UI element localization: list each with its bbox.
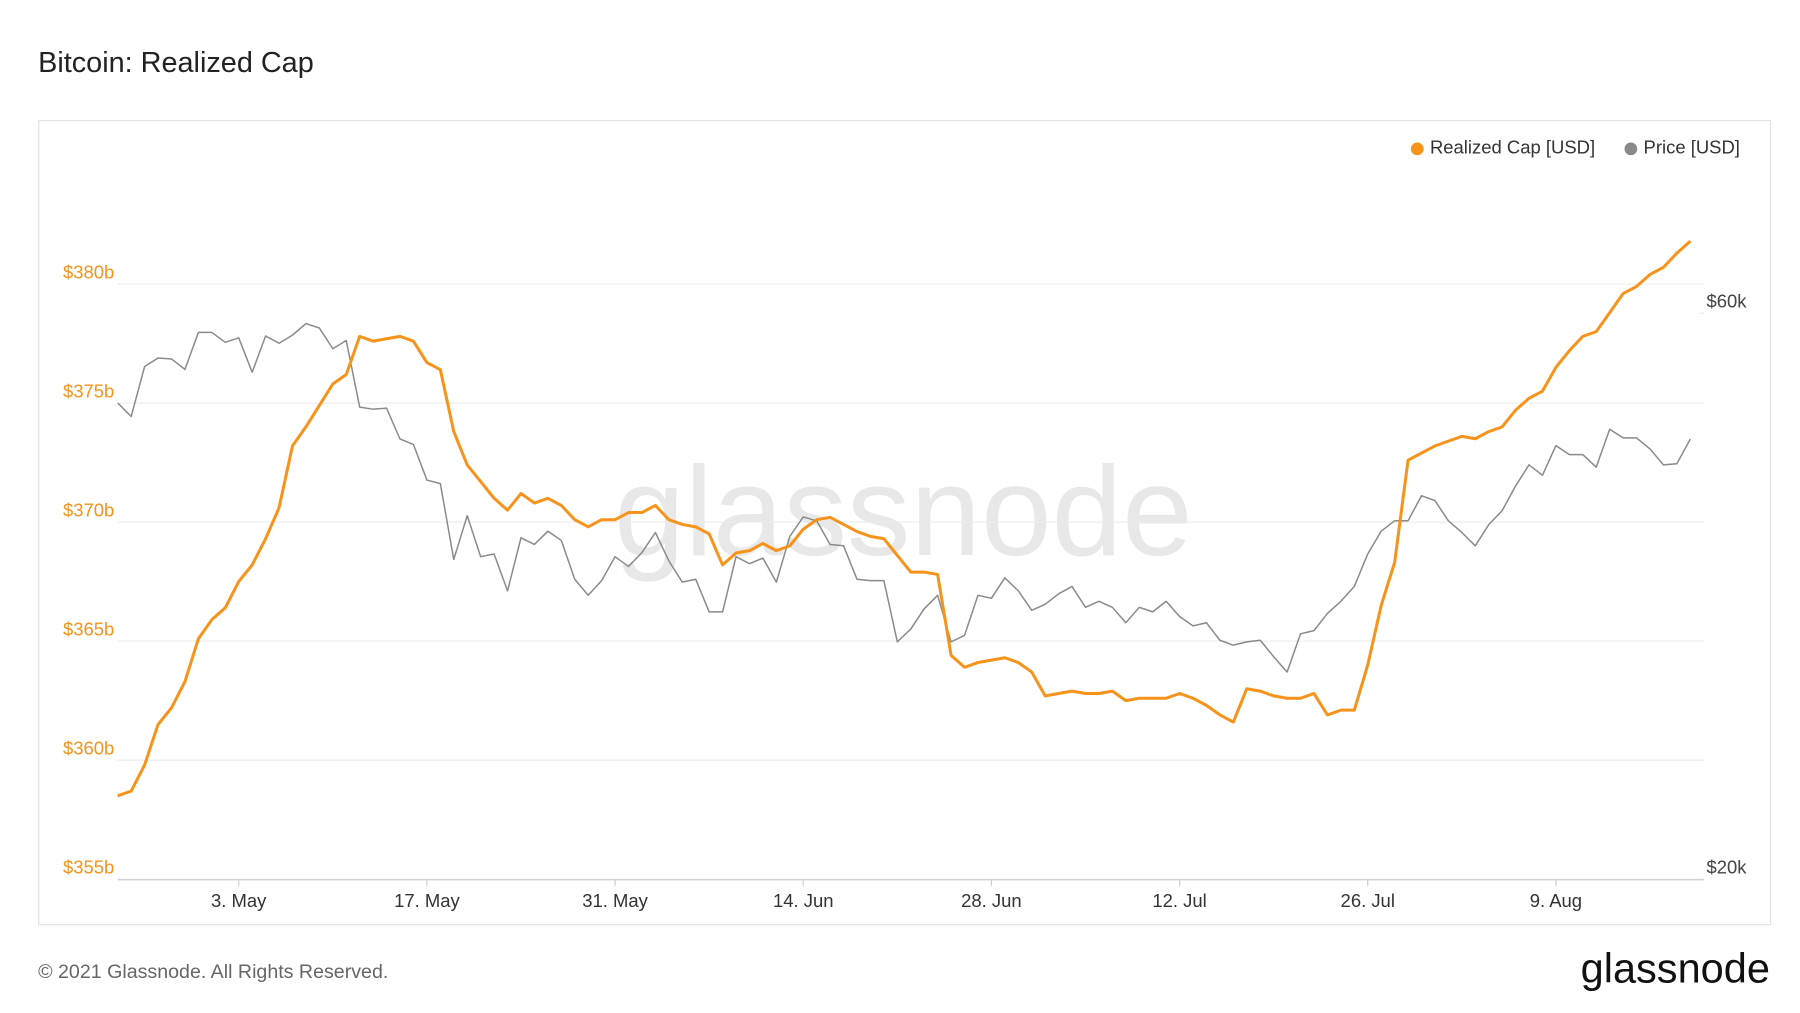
y-tick-label: $375b bbox=[63, 381, 114, 402]
x-tick-label: 14. Jun bbox=[773, 890, 834, 911]
logo: glassnode bbox=[1581, 944, 1770, 991]
series-line bbox=[117, 322, 1691, 673]
x-tick-label: 31. May bbox=[582, 890, 648, 911]
chart-frame bbox=[38, 119, 1772, 926]
legend-marker bbox=[1624, 142, 1638, 156]
y-tick-label: $365b bbox=[63, 619, 114, 640]
x-tick-label: 12. Jul bbox=[1152, 890, 1206, 911]
watermark: glassnode bbox=[614, 440, 1193, 582]
x-tick-label: 3. May bbox=[211, 890, 267, 911]
x-tick-label: 17. May bbox=[394, 890, 460, 911]
y-tick-label: $370b bbox=[63, 500, 114, 521]
y2-tick-label: $20k bbox=[1706, 857, 1747, 878]
y-tick-label: $360b bbox=[63, 738, 114, 759]
legend-label: Realized Cap [USD] bbox=[1430, 137, 1595, 158]
copyright: © 2021 Glassnode. All Rights Reserved. bbox=[38, 961, 388, 983]
y-tick-label: $380b bbox=[63, 262, 114, 283]
x-tick-label: 28. Jun bbox=[961, 890, 1022, 911]
x-tick-label: 9. Aug bbox=[1530, 890, 1582, 911]
legend-label: Price [USD] bbox=[1644, 137, 1740, 158]
legend-marker bbox=[1410, 142, 1424, 156]
legend: Price [USD] Realized Cap [USD] bbox=[1410, 137, 1740, 158]
y2-tick-label: $60k bbox=[1706, 291, 1747, 312]
chart-title: Bitcoin: Realized Cap bbox=[38, 47, 314, 79]
y-tick-label: $355b bbox=[63, 857, 114, 878]
series-line bbox=[117, 240, 1692, 798]
x-tick-label: 26. Jul bbox=[1341, 890, 1395, 911]
